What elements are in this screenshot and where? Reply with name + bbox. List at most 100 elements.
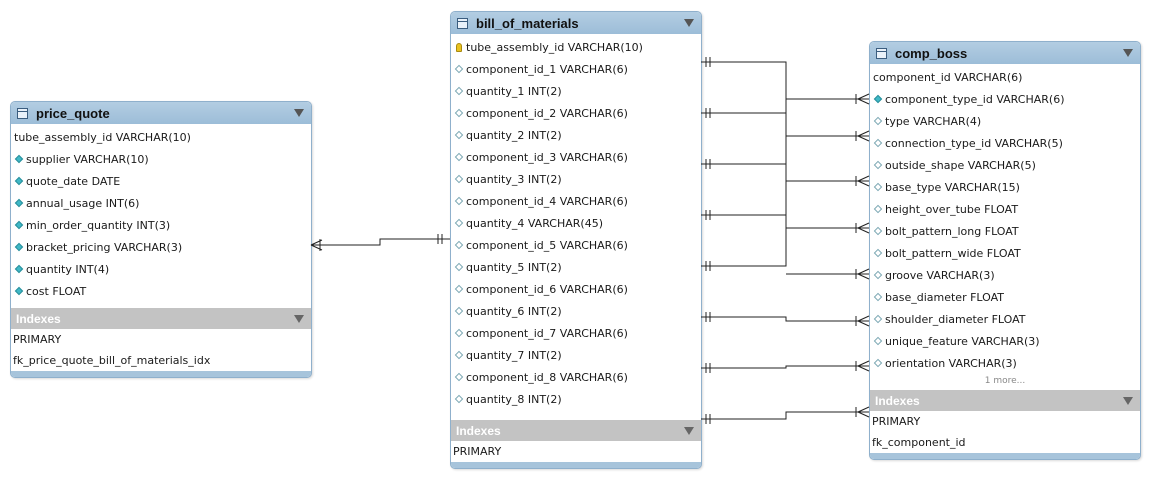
column-label: base_diameter FLOAT <box>885 290 1005 304</box>
index-row[interactable]: PRIMARY <box>872 415 921 428</box>
column-label: shoulder_diameter FLOAT <box>885 312 1026 326</box>
column-label: quantity_4 VARCHAR(45) <box>466 216 603 230</box>
column-label: groove VARCHAR(3) <box>885 268 995 282</box>
indexes-header[interactable]: Indexes <box>451 420 701 441</box>
column-label: quantity_2 INT(2) <box>466 128 562 142</box>
column-row[interactable]: bracket_pricing VARCHAR(3) <box>11 236 311 258</box>
column-label: tube_assembly_id VARCHAR(10) <box>14 130 191 144</box>
column-label: outside_shape VARCHAR(5) <box>885 158 1036 172</box>
column-label: bracket_pricing VARCHAR(3) <box>26 240 183 254</box>
column-row[interactable]: quantity_3 INT(2) <box>451 168 701 190</box>
column-row[interactable]: base_diameter FLOAT <box>870 286 1140 308</box>
column-row[interactable]: component_id_4 VARCHAR(6) <box>451 190 701 212</box>
column-label: tube_assembly_id VARCHAR(10) <box>466 40 643 54</box>
column-label: annual_usage INT(6) <box>26 196 140 210</box>
column-label: supplier VARCHAR(10) <box>26 152 149 166</box>
column-row[interactable]: groove VARCHAR(3) <box>870 264 1140 286</box>
column-label: quantity_5 INT(2) <box>466 260 562 274</box>
column-label: component_id_2 VARCHAR(6) <box>466 106 628 120</box>
column-row[interactable]: bolt_pattern_wide FLOAT <box>870 242 1140 264</box>
column-label: type VARCHAR(4) <box>885 114 982 128</box>
column-row[interactable]: height_over_tube FLOAT <box>870 198 1140 220</box>
column-label: component_id_4 VARCHAR(6) <box>466 194 628 208</box>
column-row[interactable]: supplier VARCHAR(10) <box>11 148 311 170</box>
column-list: component_id VARCHAR(6) component_type_id… <box>870 64 1140 374</box>
relationship-price-quote-bill-of-materials[interactable] <box>310 234 450 251</box>
index-row[interactable]: PRIMARY <box>453 445 502 458</box>
column-row[interactable]: base_type VARCHAR(15) <box>870 176 1140 198</box>
table-icon <box>876 47 887 59</box>
indexes-label: Indexes <box>875 393 920 408</box>
column-label: component_id_8 VARCHAR(6) <box>466 370 628 384</box>
index-row[interactable]: fk_price_quote_bill_of_materials_idx <box>13 354 211 367</box>
column-row[interactable]: component_id_8 VARCHAR(6) <box>451 366 701 388</box>
column-label: bolt_pattern_wide FLOAT <box>885 246 1021 260</box>
column-row[interactable]: orientation VARCHAR(3) <box>870 352 1140 374</box>
indexes-header[interactable]: Indexes <box>11 308 311 329</box>
more-columns-link[interactable]: 1 more... <box>984 376 1026 386</box>
column-row[interactable]: min_order_quantity INT(3) <box>11 214 311 236</box>
column-row[interactable]: component_id_2 VARCHAR(6) <box>451 102 701 124</box>
column-row[interactable]: quantity INT(4) <box>11 258 311 280</box>
column-label: component_id_1 VARCHAR(6) <box>466 62 628 76</box>
collapse-arrow-icon[interactable] <box>1123 49 1133 57</box>
column-row[interactable]: quantity_8 INT(2) <box>451 388 701 410</box>
table-comp-boss[interactable]: comp_boss component_id VARCHAR(6) compone… <box>869 41 1141 460</box>
column-row[interactable]: component_id_5 VARCHAR(6) <box>451 234 701 256</box>
table-title: price_quote <box>36 105 110 121</box>
column-row[interactable]: component_id VARCHAR(6) <box>870 66 1140 88</box>
collapse-arrow-icon[interactable] <box>294 315 304 323</box>
column-row[interactable]: quote_date DATE <box>11 170 311 192</box>
column-row[interactable]: quantity_6 INT(2) <box>451 300 701 322</box>
table-header[interactable]: price_quote <box>11 102 311 124</box>
column-row[interactable]: quantity_1 INT(2) <box>451 80 701 102</box>
column-label: component_id VARCHAR(6) <box>873 70 1023 84</box>
collapse-arrow-icon[interactable] <box>684 19 694 27</box>
column-row[interactable]: quantity_7 INT(2) <box>451 344 701 366</box>
column-label: quantity_1 INT(2) <box>466 84 562 98</box>
collapse-arrow-icon[interactable] <box>294 109 304 117</box>
column-row[interactable]: cost FLOAT <box>11 280 311 302</box>
column-row[interactable]: quantity_5 INT(2) <box>451 256 701 278</box>
column-row[interactable]: shoulder_diameter FLOAT <box>870 308 1140 330</box>
indexes-label: Indexes <box>16 311 61 326</box>
column-label: quantity_6 INT(2) <box>466 304 562 318</box>
column-row[interactable]: bolt_pattern_long FLOAT <box>870 220 1140 242</box>
indexes-header[interactable]: Indexes <box>870 390 1140 411</box>
column-list: tube_assembly_id VARCHAR(10) supplier VAR… <box>11 124 311 302</box>
table-footer <box>11 371 311 377</box>
column-label: cost FLOAT <box>26 284 87 298</box>
column-row[interactable]: component_id_3 VARCHAR(6) <box>451 146 701 168</box>
column-label: quote_date DATE <box>26 174 121 188</box>
column-label: unique_feature VARCHAR(3) <box>885 334 1040 348</box>
column-row[interactable]: connection_type_id VARCHAR(5) <box>870 132 1140 154</box>
column-label: quantity_7 INT(2) <box>466 348 562 362</box>
column-row[interactable]: tube_assembly_id VARCHAR(10) <box>11 126 311 148</box>
column-label: min_order_quantity INT(3) <box>26 218 171 232</box>
table-header[interactable]: comp_boss <box>870 42 1140 64</box>
relationship-bill-of-materials-comp-boss[interactable] <box>701 57 870 424</box>
table-bill-of-materials[interactable]: bill_of_materials tube_assembly_id VARCH… <box>450 11 702 469</box>
column-row[interactable]: type VARCHAR(4) <box>870 110 1140 132</box>
collapse-arrow-icon[interactable] <box>684 427 694 435</box>
column-row[interactable]: component_id_7 VARCHAR(6) <box>451 322 701 344</box>
index-row[interactable]: fk_component_id <box>872 436 966 449</box>
column-row[interactable]: component_type_id VARCHAR(6) <box>870 88 1140 110</box>
column-row[interactable]: tube_assembly_id VARCHAR(10) <box>451 36 701 58</box>
column-row[interactable]: quantity_4 VARCHAR(45) <box>451 212 701 234</box>
column-row[interactable]: quantity_2 INT(2) <box>451 124 701 146</box>
collapse-arrow-icon[interactable] <box>1123 397 1133 405</box>
column-row[interactable]: component_id_6 VARCHAR(6) <box>451 278 701 300</box>
index-list: PRIMARY <box>451 441 701 462</box>
table-footer <box>870 453 1140 459</box>
column-row[interactable]: unique_feature VARCHAR(3) <box>870 330 1140 352</box>
column-row[interactable]: annual_usage INT(6) <box>11 192 311 214</box>
index-list: PRIMARY fk_price_quote_bill_of_materials_… <box>11 329 311 371</box>
column-label: base_type VARCHAR(15) <box>885 180 1020 194</box>
table-price-quote[interactable]: price_quote tube_assembly_id VARCHAR(10)… <box>10 101 312 378</box>
table-header[interactable]: bill_of_materials <box>451 12 701 34</box>
index-row[interactable]: PRIMARY <box>13 333 62 346</box>
column-row[interactable]: component_id_1 VARCHAR(6) <box>451 58 701 80</box>
column-row[interactable]: outside_shape VARCHAR(5) <box>870 154 1140 176</box>
